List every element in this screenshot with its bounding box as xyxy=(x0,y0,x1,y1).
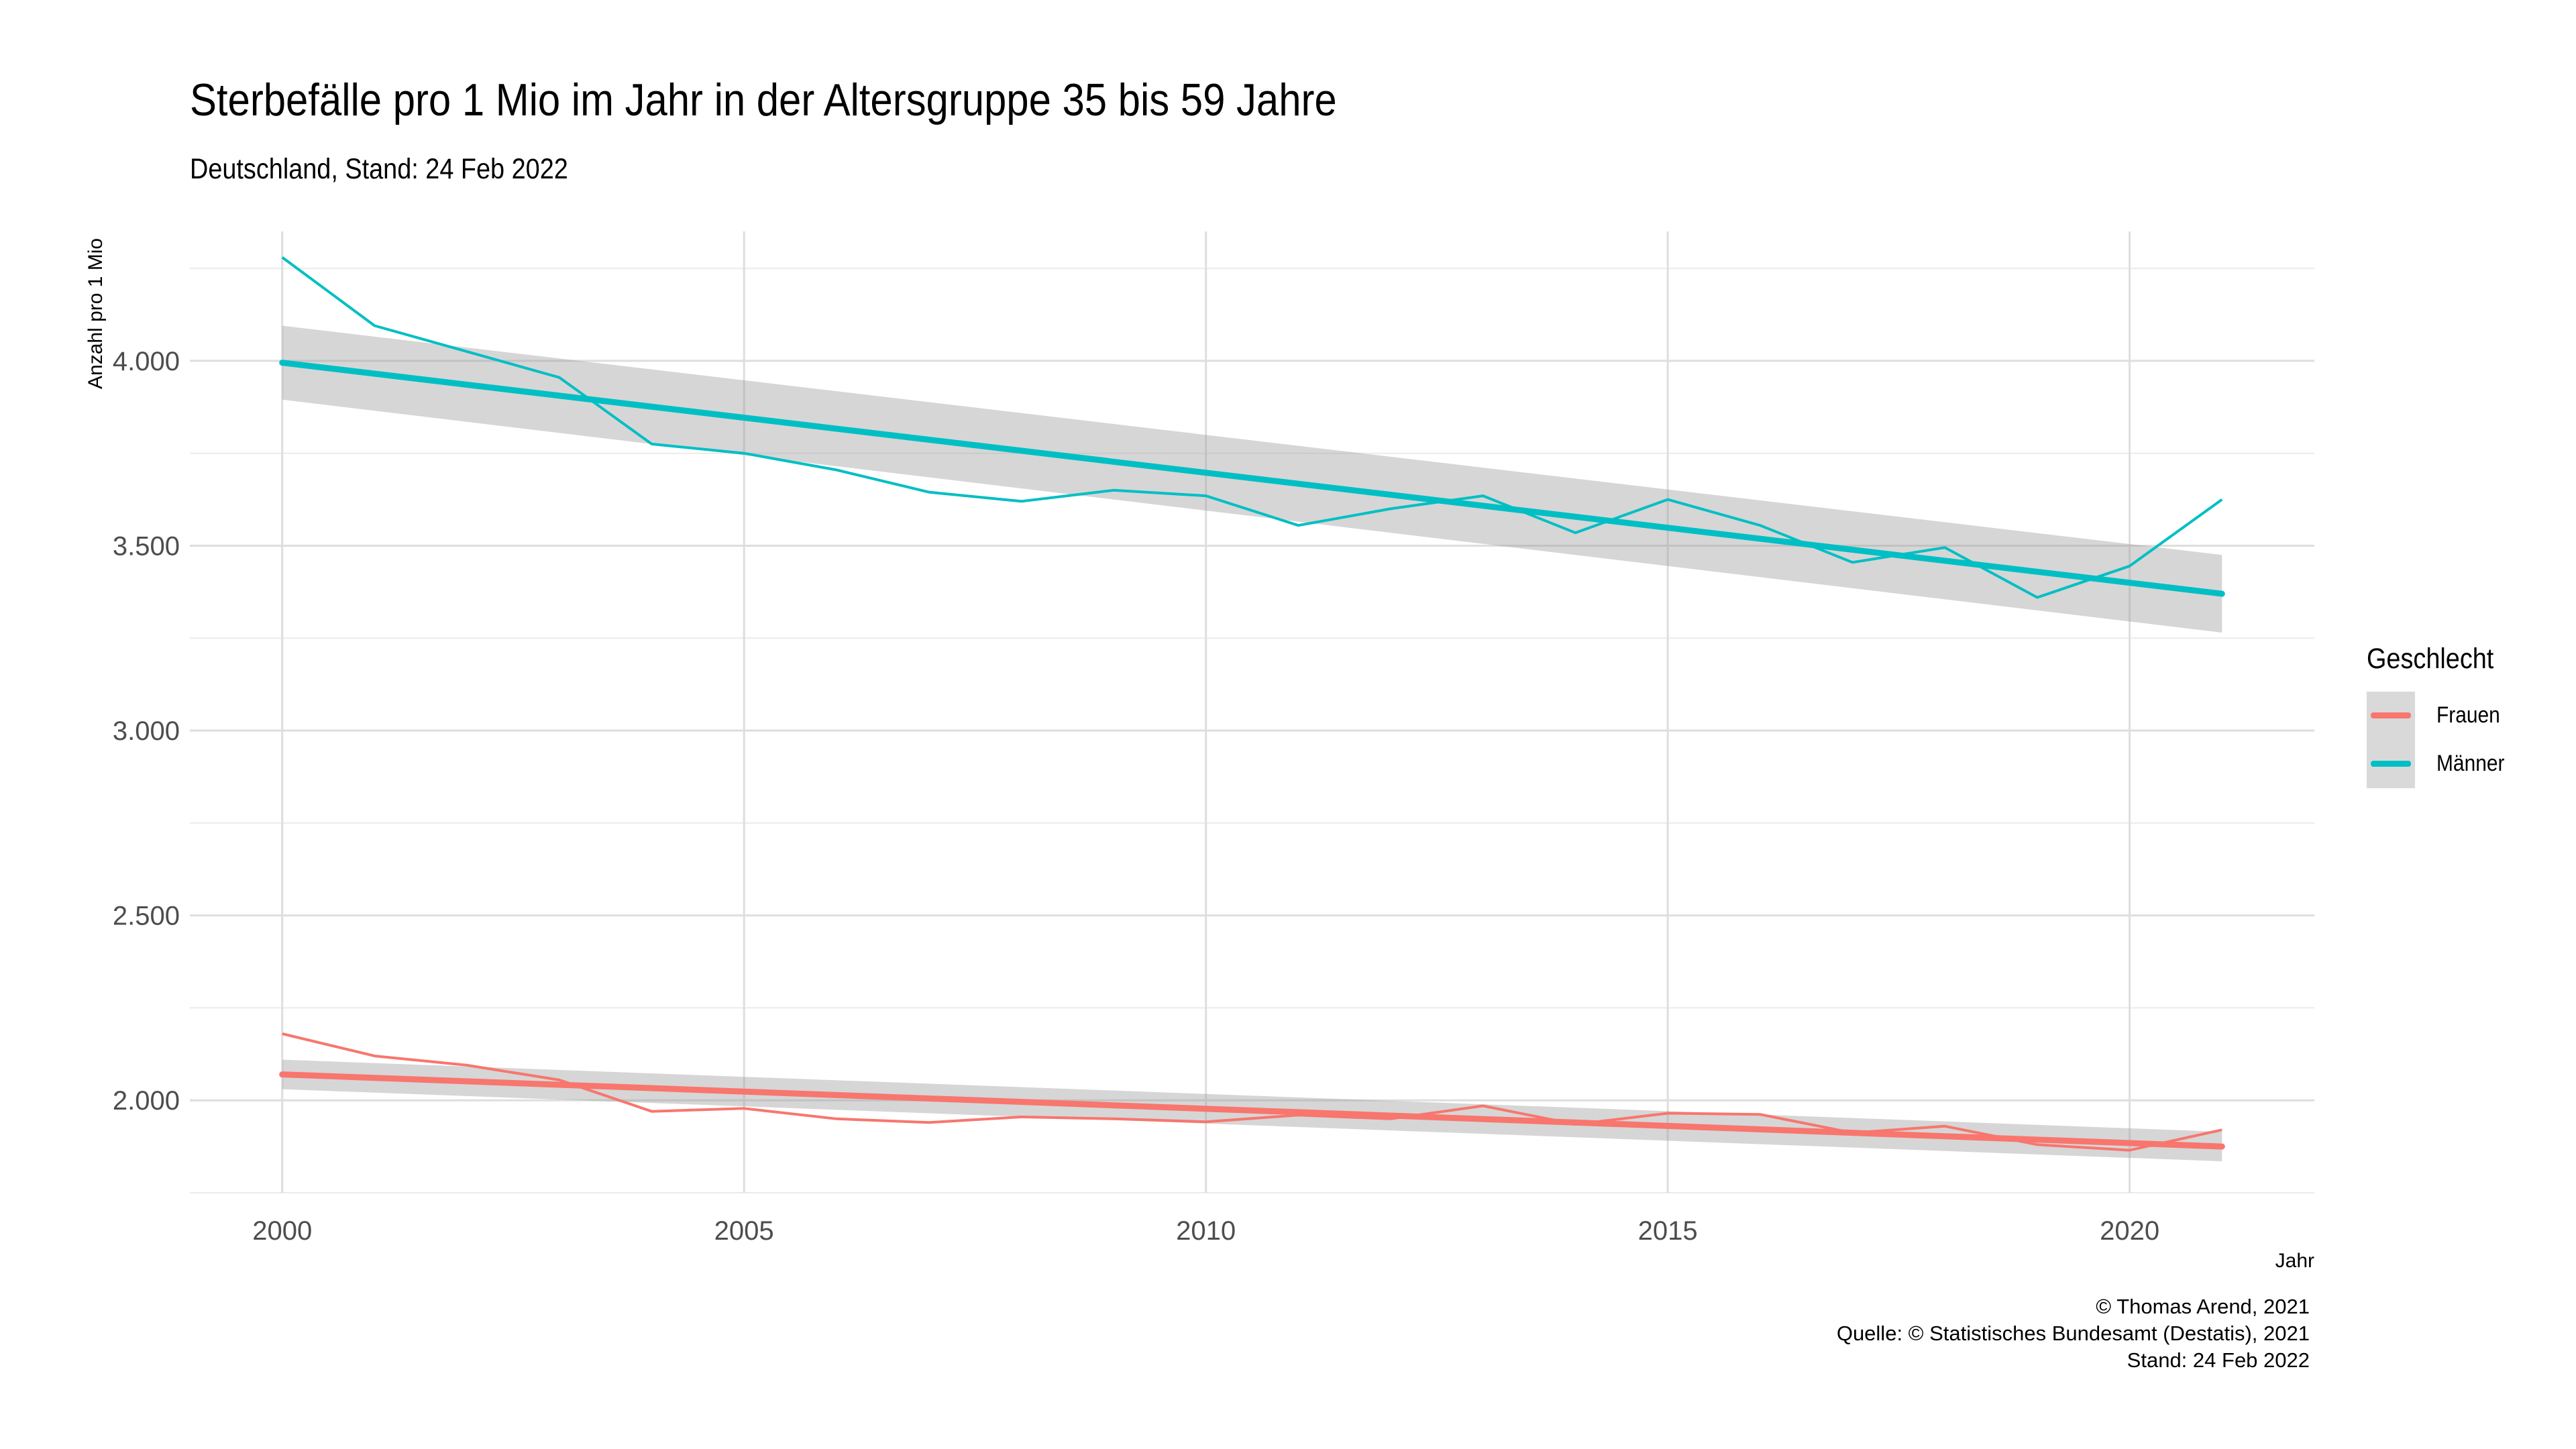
legend-item-frauen[interactable]: Frauen xyxy=(2367,692,2541,740)
legend-swatch-frauen xyxy=(2371,712,2411,718)
y-tick-labels: 2.000 2.500 3.000 3.500 4.000 xyxy=(113,347,180,1116)
caption-source: Quelle: © Statistisches Bundesamt (Desta… xyxy=(1836,1322,2310,1345)
series-line-frauen xyxy=(282,1032,2222,1152)
caption: © Thomas Arend, 2021 Quelle: © Statistis… xyxy=(1837,1293,2310,1374)
legend-item-maenner[interactable]: Männer xyxy=(2367,740,2541,788)
x-tick-label: 2020 xyxy=(2100,1216,2159,1246)
legend-label-maenner: Männer xyxy=(2436,751,2505,776)
x-tick-label: 2015 xyxy=(1638,1216,1698,1246)
y-tick-label: 2.000 xyxy=(113,1086,180,1116)
y-tick-label: 3.000 xyxy=(113,716,180,746)
legend-label-frauen: Frauen xyxy=(2436,702,2500,728)
chart-subtitle: Deutschland, Stand: 24 Feb 2022 xyxy=(190,153,568,185)
legend-title: Geschlecht xyxy=(2367,643,2494,675)
x-tick-label: 2000 xyxy=(252,1216,312,1246)
x-tick-label: 2010 xyxy=(1176,1216,1236,1246)
trend-line-frauen xyxy=(279,1071,2225,1150)
x-tick-labels: 2000 2005 2010 2015 2020 xyxy=(252,1216,2159,1246)
legend-swatch-maenner xyxy=(2371,761,2411,767)
grid-minor xyxy=(190,268,2314,1193)
confidence-ribbons xyxy=(282,325,2222,1162)
y-tick-label: 4.000 xyxy=(113,347,180,376)
trend-lines xyxy=(279,360,2225,1150)
legend-key-background xyxy=(2367,692,2415,788)
y-axis-title: Anzahl pro 1 Mio xyxy=(85,238,107,389)
caption-date: Stand: 24 Feb 2022 xyxy=(2127,1348,2310,1372)
caption-author: © Thomas Arend, 2021 xyxy=(2096,1295,2310,1318)
trend-line-männer xyxy=(279,360,2225,597)
x-axis-title: Jahr xyxy=(2275,1250,2314,1272)
x-tick-label: 2005 xyxy=(714,1216,774,1246)
y-tick-label: 3.500 xyxy=(113,531,180,561)
chart-title: Sterbefälle pro 1 Mio im Jahr in der Alt… xyxy=(190,74,1337,125)
legend: Geschlecht Frauen Männer xyxy=(2367,643,2568,792)
y-tick-label: 2.500 xyxy=(113,902,180,931)
grid-major xyxy=(190,231,2314,1193)
